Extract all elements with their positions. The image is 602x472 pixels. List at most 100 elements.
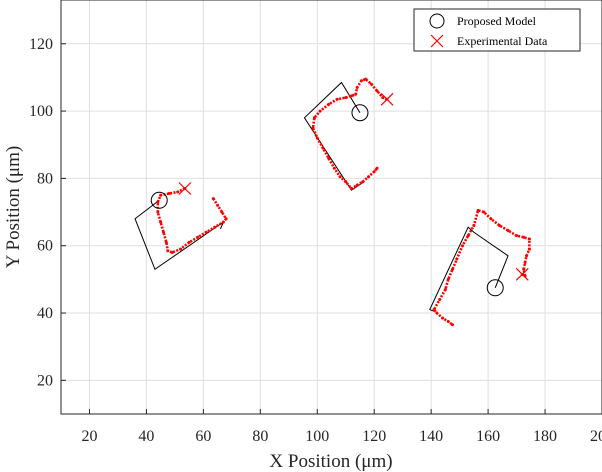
experimental-point: [451, 323, 455, 327]
experimental-point: [221, 220, 225, 224]
experimental-point: [359, 79, 363, 83]
experimental-point: [435, 311, 439, 315]
experimental-point: [522, 267, 526, 271]
experimental-point: [527, 247, 531, 251]
experimental-point: [381, 96, 385, 100]
experimental-point: [170, 250, 174, 254]
experimental-point: [327, 102, 331, 106]
x-tick-label: 100: [305, 428, 329, 445]
experimental-end-x-marker: [515, 267, 529, 281]
experimental-point: [179, 247, 183, 251]
y-tick-label: 20: [37, 372, 53, 389]
experimental-point: [344, 180, 348, 184]
experimental-point: [216, 203, 220, 207]
experimental-point: [523, 261, 527, 265]
model-end-circle-marker: [351, 104, 369, 122]
legend: Proposed Model Experimental Data: [413, 8, 581, 52]
experimental-point: [355, 183, 359, 187]
experimental-point: [156, 210, 160, 214]
experimental-point: [525, 254, 529, 258]
experimental-point: [338, 175, 342, 179]
x-tick-label: 60: [195, 428, 211, 445]
x-tick-label: 140: [419, 428, 443, 445]
x-tick-label: 120: [362, 428, 386, 445]
experimental-point: [432, 308, 436, 312]
series-layer: [134, 77, 531, 327]
experimental-trajectory-line: [311, 77, 388, 191]
experimental-point: [311, 126, 315, 130]
experimental-point: [318, 109, 322, 113]
experimental-point: [167, 192, 171, 196]
experimental-point: [443, 287, 447, 291]
experimental-point: [441, 316, 445, 320]
experimental-point: [213, 225, 217, 229]
experimental-point: [159, 193, 163, 197]
experimental-point: [506, 229, 510, 233]
experimental-point: [335, 97, 339, 101]
experimental-point: [367, 175, 371, 179]
experimental-point: [332, 166, 336, 170]
model-end-circle-marker: [486, 279, 504, 297]
y-tick-label: 80: [37, 170, 53, 187]
y-axis-label: Y Position (μm): [3, 146, 24, 268]
experimental-point: [204, 230, 208, 234]
experimental-point: [369, 82, 373, 86]
y-tick-label: 100: [29, 103, 53, 120]
experimental-point: [446, 319, 450, 323]
experimental-end-x-marker: [380, 92, 394, 106]
legend-label-experimental: Experimental Data: [457, 34, 548, 48]
grid: [61, 0, 602, 414]
experimental-point: [446, 277, 450, 281]
experimental-point: [455, 257, 459, 261]
legend-label-proposed: Proposed Model: [457, 14, 537, 28]
legend-circle-icon: [429, 13, 445, 29]
experimental-point: [166, 249, 170, 253]
experimental-point: [315, 136, 319, 140]
experimental-point: [451, 267, 455, 271]
x-tick-label: 40: [138, 428, 154, 445]
experimental-point: [515, 234, 519, 238]
y-tick-label: 60: [37, 238, 53, 255]
y-tick-label: 40: [37, 305, 53, 322]
experimental-point: [361, 180, 365, 184]
experimental-point: [375, 89, 379, 93]
x-axis-label: X Position (μm): [269, 451, 392, 472]
experimental-point: [476, 208, 480, 212]
experimental-point: [375, 166, 379, 170]
axis-ticks: 20 40 60 80 100 120 140 160 180 200 20 40 60 80 100 120: [29, 36, 602, 445]
experimental-point: [497, 224, 501, 228]
model-trajectory-line: [134, 199, 225, 271]
experimental-point: [489, 217, 493, 221]
experimental-point: [460, 244, 464, 248]
experimental-point: [355, 86, 359, 90]
experimental-point: [327, 156, 331, 160]
experimental-point: [224, 217, 228, 221]
experimental-point: [156, 200, 160, 204]
plot-background: [61, 0, 602, 414]
experimental-point: [162, 230, 166, 234]
experimental-point: [211, 197, 215, 201]
experimental-point: [164, 240, 168, 244]
experimental-point: [364, 77, 368, 81]
experimental-point: [220, 210, 224, 214]
y-tick-label: 120: [29, 36, 53, 53]
plot-frame: [60, 0, 602, 415]
experimental-point: [438, 298, 442, 302]
experimental-point: [482, 210, 486, 214]
legend-x-icon: [430, 34, 444, 48]
experimental-point: [344, 96, 348, 100]
experimental-point: [187, 240, 191, 244]
experimental-point: [354, 92, 358, 96]
x-tick-label: 20: [81, 428, 97, 445]
experimental-point: [472, 224, 476, 228]
experimental-point: [159, 220, 163, 224]
experimental-point: [312, 116, 316, 120]
model-trajectory-line: [429, 226, 509, 312]
x-tick-label: 160: [476, 428, 500, 445]
experimental-point: [522, 235, 526, 239]
experimental-point: [349, 94, 353, 98]
model-end-circle-marker: [150, 191, 168, 209]
experimental-point: [176, 190, 180, 194]
experimental-point: [372, 170, 376, 174]
